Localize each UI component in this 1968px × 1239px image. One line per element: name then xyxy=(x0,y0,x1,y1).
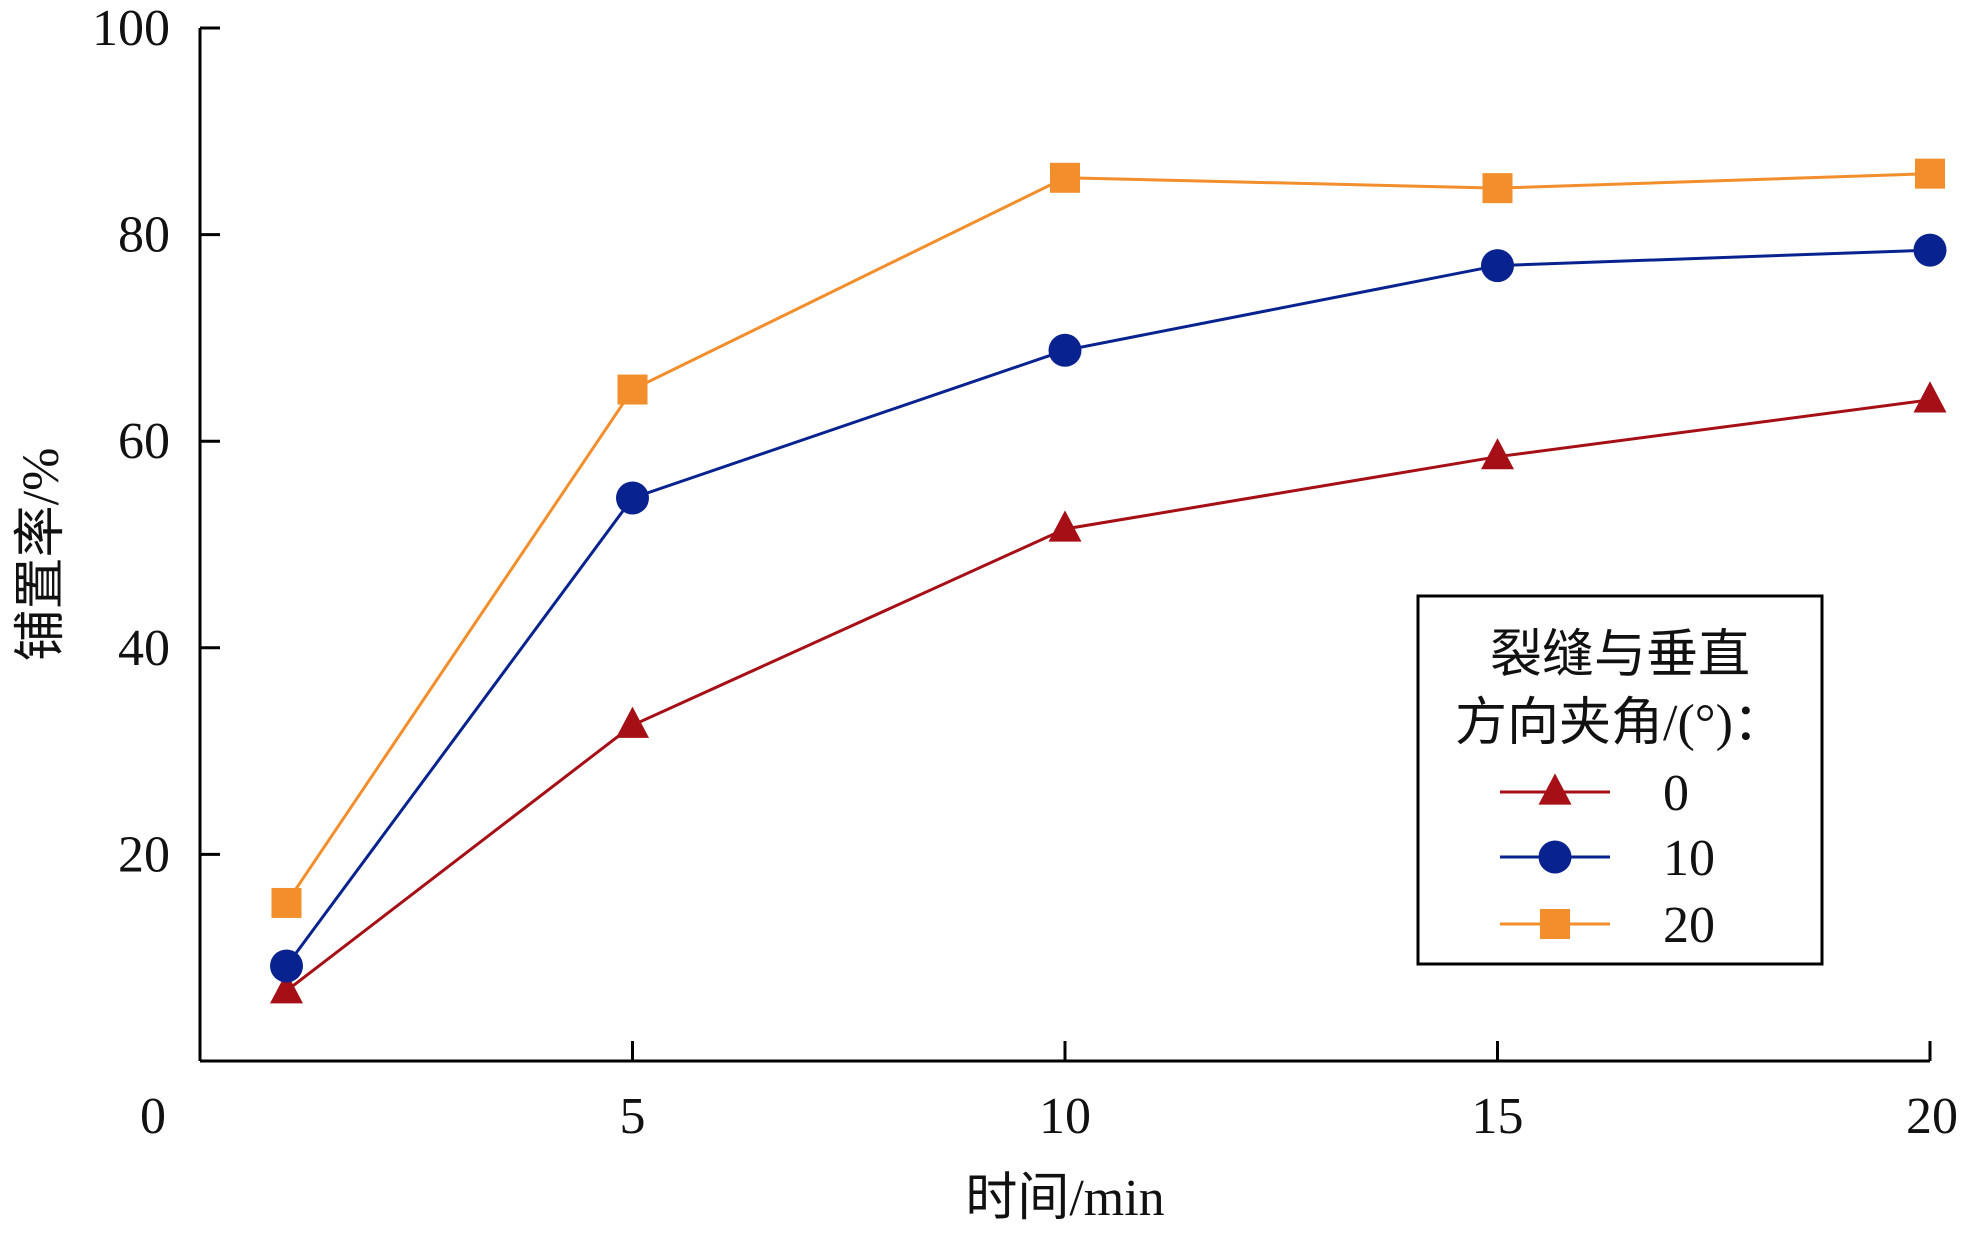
series-0 xyxy=(270,381,1947,1004)
data-point xyxy=(271,887,302,918)
x-tick-label: 20 xyxy=(1906,1088,1958,1145)
data-point xyxy=(1915,158,1945,189)
data-point xyxy=(1048,333,1082,367)
x-tick-label: 15 xyxy=(1472,1088,1524,1145)
data-point xyxy=(616,706,649,738)
data-point xyxy=(270,949,303,983)
legend-title: 裂缝与垂直 xyxy=(1490,627,1750,684)
series-10 xyxy=(270,233,1947,983)
legend-label: 20 xyxy=(1663,897,1715,954)
y-tick-label: 60 xyxy=(118,413,170,470)
legend-title: 方向夹角/(°)： xyxy=(1455,695,1785,752)
data-point xyxy=(1481,438,1514,470)
data-point xyxy=(1481,249,1514,283)
legend-marker xyxy=(1538,840,1572,874)
y-tick-label: 80 xyxy=(118,207,170,264)
x-tick-label: 10 xyxy=(1039,1088,1091,1145)
legend-box xyxy=(1416,594,1824,966)
y-tick-label: 20 xyxy=(118,826,170,883)
y-tick-label: 40 xyxy=(118,620,170,677)
data-point xyxy=(1913,233,1947,267)
data-point xyxy=(1482,173,1513,204)
legend-marker xyxy=(1540,909,1570,939)
series-20 xyxy=(271,158,1945,918)
legend-marker xyxy=(1538,773,1572,805)
legend-label: 0 xyxy=(1663,765,1689,822)
data-point xyxy=(1913,381,1947,413)
x-axis-title: 时间/min xyxy=(965,1170,1164,1227)
series-layer xyxy=(270,158,1947,1004)
x-tick-label: 5 xyxy=(620,1088,646,1145)
data-point xyxy=(270,972,303,1004)
data-point xyxy=(617,374,648,405)
data-point xyxy=(1048,510,1082,542)
y-axis-title: 铺置率/% xyxy=(13,448,70,662)
x-tick-label: 0 xyxy=(140,1088,166,1145)
data-point xyxy=(616,481,649,515)
legend-label: 10 xyxy=(1663,830,1715,887)
data-point xyxy=(1050,162,1080,193)
y-tick-label: 100 xyxy=(92,0,170,57)
